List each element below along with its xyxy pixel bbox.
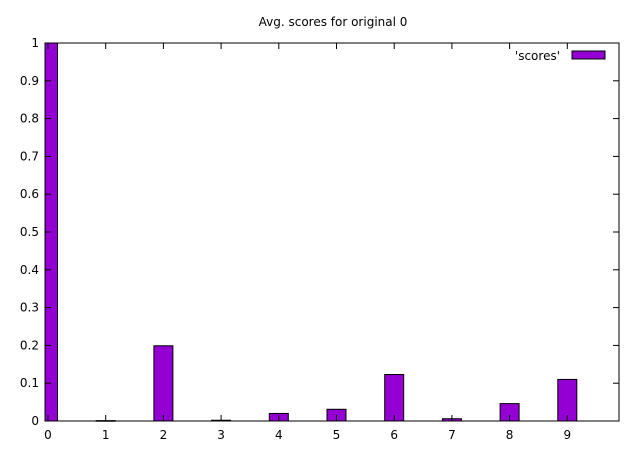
- x-tick-label: 4: [275, 428, 283, 442]
- x-tick-label: 6: [390, 428, 398, 442]
- y-tick-label: 0: [31, 414, 39, 428]
- y-tick-label: 0.2: [20, 338, 39, 352]
- bars-layer: [44, 42, 578, 422]
- chart-title: Avg. scores for original 0: [259, 15, 408, 29]
- y-tick-label: 0.3: [20, 301, 39, 315]
- x-tick-label: 7: [448, 428, 456, 442]
- x-tick-label: 3: [217, 428, 225, 442]
- x-tick-label: 8: [506, 428, 514, 442]
- plot-frame: [44, 42, 620, 422]
- x-axis: 0 1 2 3 4 5 6 7 8 9: [44, 43, 571, 442]
- y-axis: 0 0.1 0.2 0.3 0.4 0.5 0.6 0.7 0.8 0.9 1: [20, 36, 619, 428]
- y-tick-label: 0.1: [20, 376, 39, 390]
- x-tick-label: 1: [102, 428, 110, 442]
- y-tick-label: 0.8: [20, 112, 39, 126]
- y-tick-label: 1: [31, 36, 39, 50]
- x-tick-label: 0: [44, 428, 52, 442]
- x-tick-label: 5: [333, 428, 341, 442]
- y-tick-label: 0.6: [20, 187, 39, 201]
- y-tick-label: 0.4: [20, 263, 39, 277]
- x-tick-label: 2: [160, 428, 168, 442]
- y-tick-label: 0.9: [20, 74, 39, 88]
- legend: 'scores': [515, 49, 606, 63]
- bar-6: [384, 374, 405, 422]
- legend-swatch: [571, 50, 606, 60]
- legend-label: 'scores': [515, 49, 560, 63]
- bar-2: [153, 345, 174, 422]
- bar-9: [557, 378, 578, 422]
- y-tick-label: 0.7: [20, 149, 39, 163]
- x-tick-label: 9: [563, 428, 571, 442]
- y-tick-label: 0.5: [20, 225, 39, 239]
